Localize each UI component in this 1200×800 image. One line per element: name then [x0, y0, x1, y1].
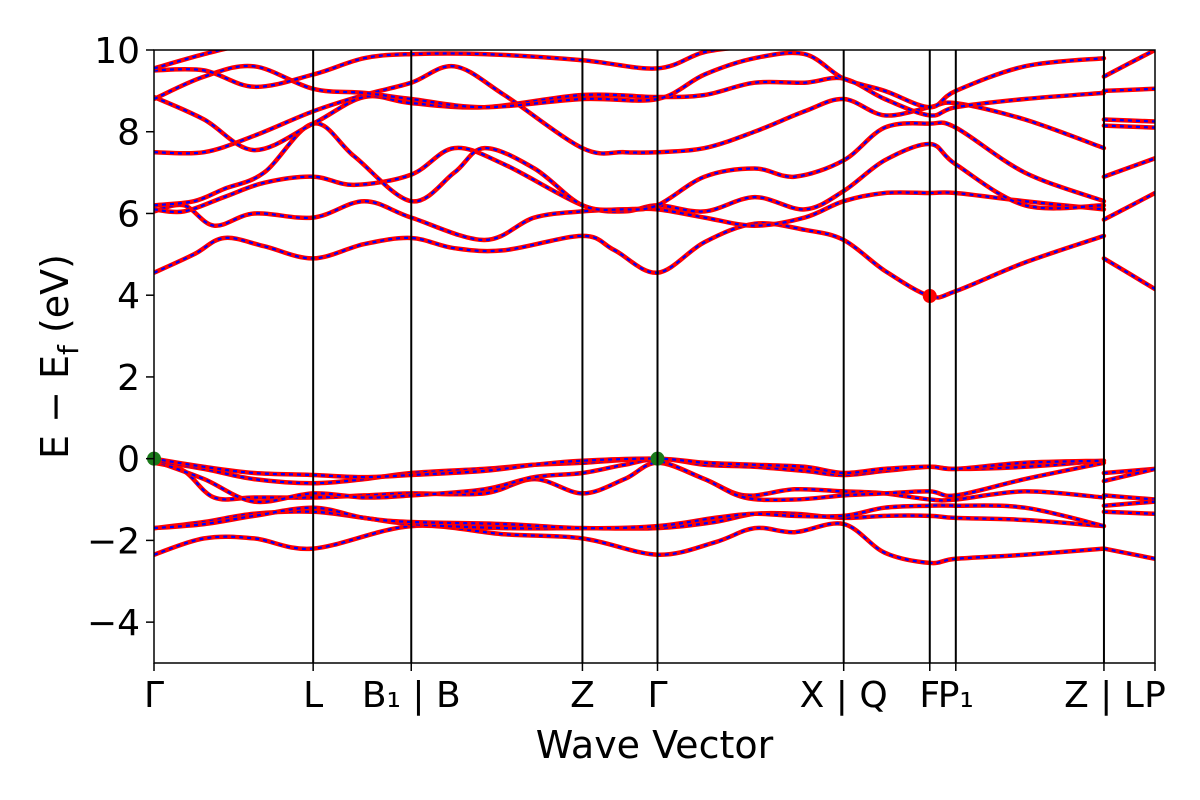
x-tick-label: B₁ | B [362, 675, 461, 716]
x-axis-title: Wave Vector [536, 723, 774, 767]
y-axis-ticks: −4 −2 0 2 4 6 8 10 [87, 31, 154, 644]
band-line-dashed [1103, 494, 1155, 501]
y-tick-label: 0 [117, 440, 140, 481]
band-line-dashed [1103, 50, 1155, 78]
high-symmetry-lines [312, 50, 1105, 663]
band-line-dashed [1103, 500, 1155, 507]
x-tick-label: Γ [647, 675, 667, 716]
band-line-dashed [1103, 124, 1155, 129]
band-line-dashed [154, 458, 1105, 504]
y-axis-title-sub: f [52, 344, 85, 355]
x-tick-label: Γ [144, 675, 164, 716]
band-line-solid [154, 50, 1107, 110]
y-tick-label: −2 [87, 521, 140, 562]
band-line-solid [154, 190, 1107, 243]
x-tick-label: Z | L [1064, 675, 1144, 716]
band-line-dashed [1103, 510, 1155, 515]
band-line-dashed [1103, 467, 1155, 483]
band-line-dashed [154, 65, 1105, 155]
band-line-dashed [1103, 118, 1155, 123]
band-line-dashed [154, 121, 1105, 211]
y-tick-label: 8 [117, 113, 140, 154]
x-tick-label: X | Q [800, 675, 888, 716]
band-line-dashed [1103, 192, 1155, 221]
band-line-dashed [154, 461, 1104, 502]
x-tick-label: P₁ [938, 675, 974, 716]
band-line-dashed [154, 76, 1104, 152]
band-lines [154, 50, 1155, 566]
band-line-dashed [154, 50, 724, 88]
x-tick-label: F [919, 675, 940, 716]
y-axis-title: E − Ef (eV) [33, 254, 85, 459]
y-axis-title-main: E − E [33, 355, 77, 459]
band-line-dashed [154, 522, 1104, 565]
band-line-dashed [1103, 257, 1155, 291]
band-line-dashed [154, 222, 1105, 299]
band-line-dashed [1103, 87, 1155, 92]
y-tick-label: 2 [117, 358, 140, 399]
y-tick-label: −4 [87, 603, 140, 644]
band-line-dashed [1103, 157, 1155, 178]
band-line-dashed [154, 50, 225, 70]
x-tick-label: L [303, 675, 323, 716]
extremum-markers [147, 289, 937, 466]
y-tick-label: 6 [117, 194, 140, 235]
y-tick-label: 4 [117, 276, 140, 317]
y-tick-label: 10 [94, 31, 140, 72]
x-tick-label: Z [570, 675, 595, 716]
y-axis-title-unit: (eV) [33, 254, 77, 345]
x-tick-label: P [1144, 675, 1166, 716]
band-line-dashed [1103, 547, 1155, 560]
plot-frame [153, 49, 1156, 664]
